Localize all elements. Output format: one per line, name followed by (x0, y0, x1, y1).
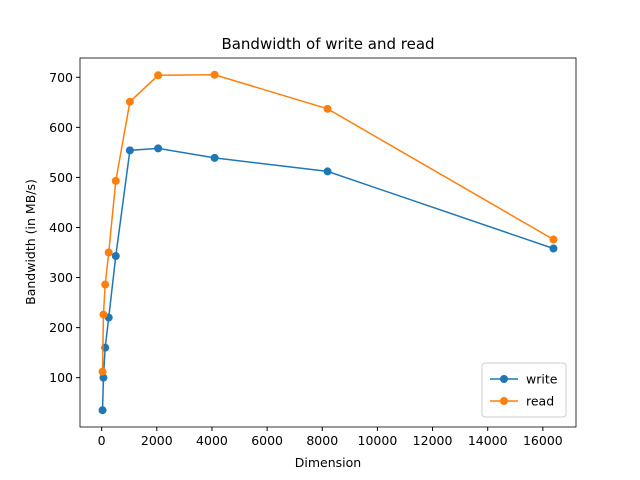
data-point (323, 167, 332, 176)
data-point (104, 248, 113, 257)
y-tick-label: 700 (49, 70, 73, 85)
data-point (111, 252, 120, 261)
data-point (98, 406, 107, 415)
x-tick-label: 4000 (196, 433, 228, 448)
data-point (210, 70, 219, 79)
data-point (98, 367, 107, 376)
x-tick-label: 6000 (251, 433, 283, 448)
data-point (111, 176, 120, 185)
x-tick-label: 2000 (141, 433, 173, 448)
y-tick-label: 400 (49, 220, 73, 235)
y-tick-label: 500 (49, 170, 73, 185)
y-tick-label: 200 (49, 320, 73, 335)
y-axis-label: Bandwidth (in MB/s) (23, 179, 38, 305)
legend-marker (500, 397, 508, 405)
y-tick-label: 100 (49, 370, 73, 385)
y-tick-label: 600 (49, 120, 73, 135)
data-point (323, 104, 332, 113)
x-tick-label: 8000 (306, 433, 338, 448)
chart-title: Bandwidth of write and read (221, 35, 434, 53)
data-point (99, 373, 108, 382)
data-point (154, 144, 163, 153)
x-tick-label: 14000 (468, 433, 508, 448)
data-point (101, 280, 110, 289)
plot-frame (79, 57, 577, 428)
x-tick-label: 0 (98, 433, 106, 448)
data-point (99, 310, 108, 319)
data-point (549, 235, 558, 244)
series-line (101, 147, 554, 411)
y-tick-label: 300 (49, 270, 73, 285)
legend-label: write (526, 372, 558, 387)
x-tick-label: 12000 (413, 433, 453, 448)
x-axis-label: Dimension (295, 455, 361, 470)
data-point (210, 153, 219, 162)
x-tick-label: 16000 (523, 433, 563, 448)
data-point (125, 146, 134, 155)
legend-marker (500, 375, 508, 383)
legend-label: read (526, 394, 554, 409)
x-tick-label: 10000 (358, 433, 398, 448)
data-point (125, 97, 134, 106)
series-line (101, 74, 554, 372)
data-point (154, 71, 163, 80)
data-point (549, 244, 558, 253)
